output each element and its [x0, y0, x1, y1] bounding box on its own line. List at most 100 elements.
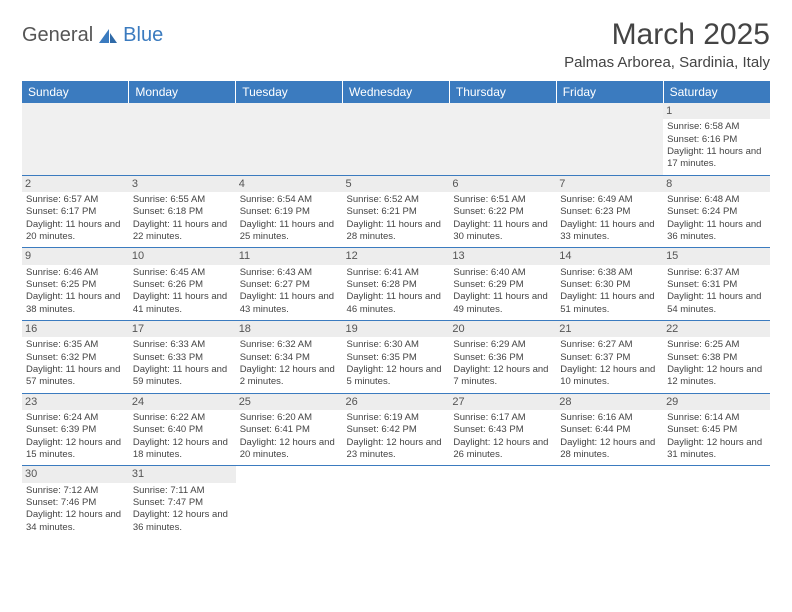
sunrise-text: Sunrise: 6:43 AM: [240, 267, 339, 279]
weekday-header: Friday: [556, 81, 663, 103]
sunrise-text: Sunrise: 6:58 AM: [667, 121, 766, 133]
sunrise-text: Sunrise: 6:22 AM: [133, 412, 232, 424]
sunset-text: Sunset: 6:40 PM: [133, 424, 232, 436]
calendar-day-cell: 9Sunrise: 6:46 AMSunset: 6:25 PMDaylight…: [22, 248, 129, 321]
calendar-table: Sunday Monday Tuesday Wednesday Thursday…: [22, 81, 770, 538]
daylight-text: Daylight: 11 hours and 20 minutes.: [26, 219, 125, 244]
weekday-header: Saturday: [663, 81, 770, 103]
daylight-text: Daylight: 12 hours and 28 minutes.: [560, 437, 659, 462]
sunset-text: Sunset: 6:35 PM: [347, 352, 446, 364]
sunrise-text: Sunrise: 6:35 AM: [26, 339, 125, 351]
calendar-week-row: 2Sunrise: 6:57 AMSunset: 6:17 PMDaylight…: [22, 175, 770, 248]
daylight-text: Daylight: 11 hours and 54 minutes.: [667, 291, 766, 316]
day-number: 31: [129, 466, 236, 482]
day-number: 12: [343, 248, 450, 264]
day-number: 24: [129, 394, 236, 410]
sunrise-text: Sunrise: 6:52 AM: [347, 194, 446, 206]
weekday-header-row: Sunday Monday Tuesday Wednesday Thursday…: [22, 81, 770, 103]
sunrise-text: Sunrise: 6:33 AM: [133, 339, 232, 351]
sunrise-text: Sunrise: 6:30 AM: [347, 339, 446, 351]
calendar-day-cell: 10Sunrise: 6:45 AMSunset: 6:26 PMDayligh…: [129, 248, 236, 321]
day-number: 6: [449, 176, 556, 192]
sunset-text: Sunset: 6:28 PM: [347, 279, 446, 291]
calendar-day-cell: 8Sunrise: 6:48 AMSunset: 6:24 PMDaylight…: [663, 175, 770, 248]
daylight-text: Daylight: 12 hours and 31 minutes.: [667, 437, 766, 462]
calendar-day-cell: 23 Sunrise: 6:24 AMSunset: 6:39 PMDayligh…: [22, 393, 129, 466]
calendar-day-cell: 29Sunrise: 6:14 AMSunset: 6:45 PMDayligh…: [663, 393, 770, 466]
sunset-text: Sunset: 6:31 PM: [667, 279, 766, 291]
calendar-day-cell: 18Sunrise: 6:32 AMSunset: 6:34 PMDayligh…: [236, 321, 343, 394]
sunset-text: Sunset: 6:43 PM: [453, 424, 552, 436]
sunset-text: Sunset: 6:39 PM: [26, 424, 125, 436]
sunrise-text: Sunrise: 7:12 AM: [26, 485, 125, 497]
sunrise-text: Sunrise: 6:19 AM: [347, 412, 446, 424]
sunset-text: Sunset: 7:47 PM: [133, 497, 232, 509]
day-number: 13: [449, 248, 556, 264]
sunset-text: Sunset: 6:25 PM: [26, 279, 125, 291]
sunset-text: Sunset: 6:26 PM: [133, 279, 232, 291]
calendar-week-row: 30Sunrise: 7:12 AMSunset: 7:46 PMDayligh…: [22, 466, 770, 538]
calendar-day-cell: 28Sunrise: 6:16 AMSunset: 6:44 PMDayligh…: [556, 393, 663, 466]
daylight-text: Daylight: 12 hours and 12 minutes.: [667, 364, 766, 389]
day-number: 1: [663, 103, 770, 119]
calendar-day-cell: 7Sunrise: 6:49 AMSunset: 6:23 PMDaylight…: [556, 175, 663, 248]
daylight-text: Daylight: 12 hours and 34 minutes.: [26, 509, 125, 534]
sunrise-text: Sunrise: 6:38 AM: [560, 267, 659, 279]
sunrise-text: Sunrise: 6:45 AM: [133, 267, 232, 279]
daylight-text: Daylight: 11 hours and 57 minutes.: [26, 364, 125, 389]
day-number: 19: [343, 321, 450, 337]
daylight-text: Daylight: 12 hours and 15 minutes.: [26, 437, 125, 462]
sunset-text: Sunset: 7:46 PM: [26, 497, 125, 509]
sunset-text: Sunset: 6:38 PM: [667, 352, 766, 364]
calendar-day-cell: [449, 466, 556, 538]
daylight-text: Daylight: 11 hours and 51 minutes.: [560, 291, 659, 316]
day-number: 8: [663, 176, 770, 192]
sunrise-text: Sunrise: 6:41 AM: [347, 267, 446, 279]
sunset-text: Sunset: 6:42 PM: [347, 424, 446, 436]
calendar-day-cell: 3Sunrise: 6:55 AMSunset: 6:18 PMDaylight…: [129, 175, 236, 248]
day-number: 9: [22, 248, 129, 264]
daylight-text: Daylight: 11 hours and 30 minutes.: [453, 219, 552, 244]
logo-text-blue: Blue: [123, 24, 163, 47]
header: General Blue March 2025 Palmas Arborea, …: [22, 18, 770, 71]
calendar-day-cell: [343, 466, 450, 538]
daylight-text: Daylight: 12 hours and 36 minutes.: [133, 509, 232, 534]
calendar-day-cell: 27Sunrise: 6:17 AMSunset: 6:43 PMDayligh…: [449, 393, 556, 466]
sunset-text: Sunset: 6:17 PM: [26, 206, 125, 218]
sunset-text: Sunset: 6:24 PM: [667, 206, 766, 218]
sunrise-text: Sunrise: 6:37 AM: [667, 267, 766, 279]
daylight-text: Daylight: 11 hours and 41 minutes.: [133, 291, 232, 316]
calendar-day-cell: 12Sunrise: 6:41 AMSunset: 6:28 PMDayligh…: [343, 248, 450, 321]
daylight-text: Daylight: 11 hours and 33 minutes.: [560, 219, 659, 244]
daylight-text: Daylight: 11 hours and 28 minutes.: [347, 219, 446, 244]
day-number: 3: [129, 176, 236, 192]
calendar-day-cell: [449, 103, 556, 175]
sail-icon: [97, 27, 119, 45]
calendar-day-cell: [556, 466, 663, 538]
day-number: 23: [22, 394, 129, 410]
sunrise-text: Sunrise: 6:24 AM: [26, 412, 125, 424]
calendar-day-cell: 30Sunrise: 7:12 AMSunset: 7:46 PMDayligh…: [22, 466, 129, 538]
calendar-day-cell: 19Sunrise: 6:30 AMSunset: 6:35 PMDayligh…: [343, 321, 450, 394]
calendar-day-cell: 6Sunrise: 6:51 AMSunset: 6:22 PMDaylight…: [449, 175, 556, 248]
sunset-text: Sunset: 6:16 PM: [667, 134, 766, 146]
day-number: 16: [22, 321, 129, 337]
day-number: 29: [663, 394, 770, 410]
daylight-text: Daylight: 12 hours and 2 minutes.: [240, 364, 339, 389]
sunrise-text: Sunrise: 6:54 AM: [240, 194, 339, 206]
sunrise-text: Sunrise: 6:48 AM: [667, 194, 766, 206]
calendar-day-cell: 15Sunrise: 6:37 AMSunset: 6:31 PMDayligh…: [663, 248, 770, 321]
sunrise-text: Sunrise: 6:49 AM: [560, 194, 659, 206]
calendar-week-row: 16Sunrise: 6:35 AMSunset: 6:32 PMDayligh…: [22, 321, 770, 394]
sunset-text: Sunset: 6:45 PM: [667, 424, 766, 436]
day-number: 28: [556, 394, 663, 410]
calendar-day-cell: 14Sunrise: 6:38 AMSunset: 6:30 PMDayligh…: [556, 248, 663, 321]
sunset-text: Sunset: 6:32 PM: [26, 352, 125, 364]
calendar-day-cell: 26Sunrise: 6:19 AMSunset: 6:42 PMDayligh…: [343, 393, 450, 466]
weekday-header: Wednesday: [343, 81, 450, 103]
daylight-text: Daylight: 12 hours and 10 minutes.: [560, 364, 659, 389]
sunset-text: Sunset: 6:29 PM: [453, 279, 552, 291]
daylight-text: Daylight: 11 hours and 38 minutes.: [26, 291, 125, 316]
day-number: 4: [236, 176, 343, 192]
sunrise-text: Sunrise: 6:16 AM: [560, 412, 659, 424]
